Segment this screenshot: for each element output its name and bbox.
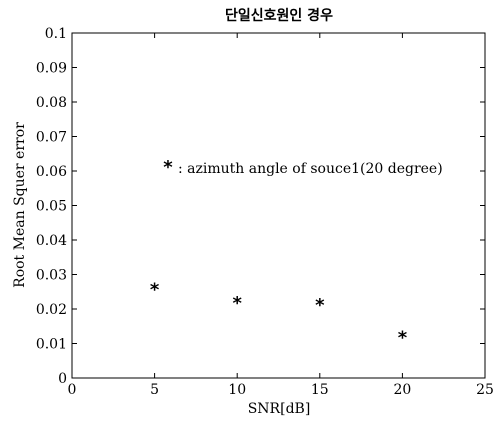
legend-marker: * [163,157,173,178]
y-tick-label: 0.08 [36,95,67,111]
legend-label: : azimuth angle of souce1(20 degree) [178,161,443,177]
y-tick-label: 0.03 [36,268,67,284]
y-tick-label: 0.06 [36,164,67,180]
plot-frame [71,32,486,379]
data-points: * * * * [150,279,408,348]
x-tick-label: 15 [311,382,329,398]
y-tick-label: 0.01 [36,337,67,353]
y-tick-label: 0.05 [36,199,67,215]
data-point: * [150,279,160,300]
y-axis-label: Root Mean Squer error [12,122,28,288]
y-tick-label: 0.04 [36,233,67,249]
y-tick-label: 0 [58,371,67,387]
x-tick-label: 10 [228,382,246,398]
x-axis: 0 5 10 15 20 25 [68,33,494,398]
y-tick-label: 0.1 [45,26,67,42]
y-tick-label: 0.07 [36,130,67,146]
data-point: * [232,293,242,314]
y-tick-label: 0.09 [36,61,67,77]
x-tick-label: 20 [393,382,411,398]
chart-title: 단일신호원인 경우 [225,7,333,24]
legend: * : azimuth angle of souce1(20 degree) [163,157,442,178]
data-point: * [315,295,325,316]
x-tick-label: 0 [68,382,77,398]
x-tick-label: 5 [150,382,159,398]
y-axis: 0 0.01 0.02 0.03 0.04 0.05 0.06 0.07 0.08 0.09 0.1 [36,26,485,387]
data-point: * [398,328,408,349]
x-axis-label: SNR[dB] [248,401,311,417]
x-tick-label: 25 [476,382,494,398]
y-tick-label: 0.02 [36,302,67,318]
